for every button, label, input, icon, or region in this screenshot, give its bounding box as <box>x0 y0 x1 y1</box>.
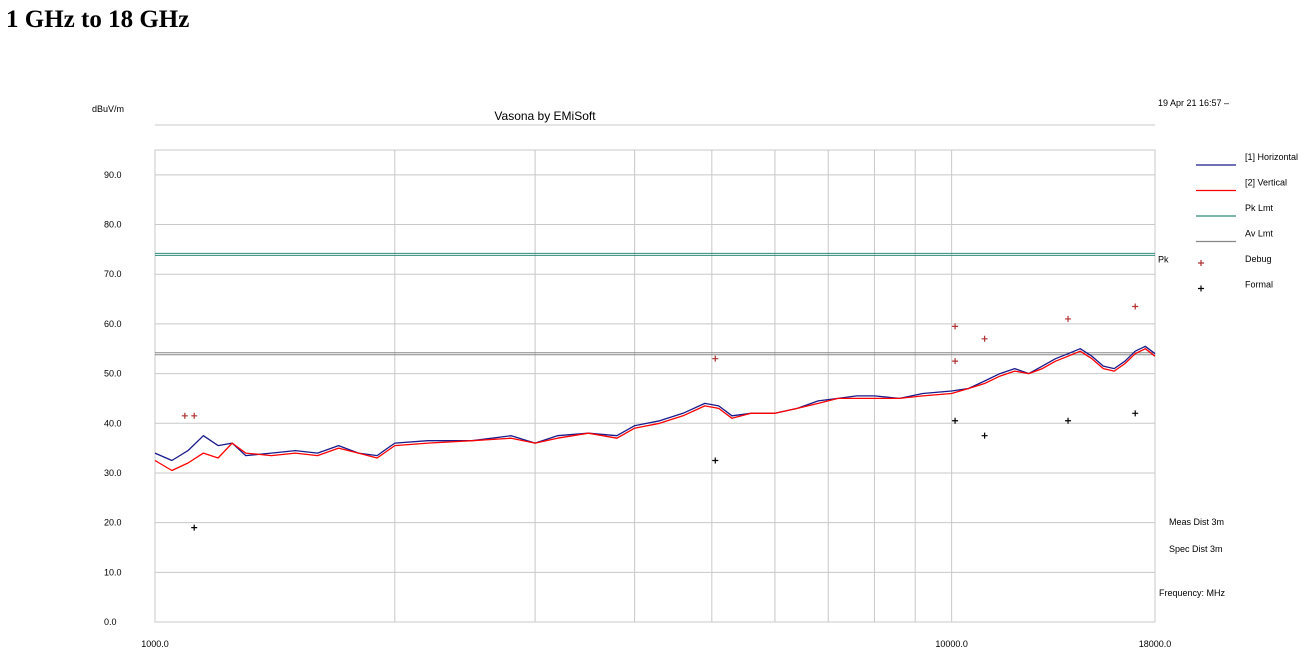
chart-timestamp: 19 Apr 21 16:57 – <box>1158 98 1229 108</box>
axis-labels: 0.0 10.0 20.0 30.0 40.0 50.0 60.0 70.0 80.0 90.0 1… <box>104 170 1171 649</box>
y-tick-label: 40.0 <box>104 418 122 428</box>
y-tick-label: 80.0 <box>104 220 122 230</box>
formal-marker <box>952 417 959 424</box>
markers <box>181 303 1139 531</box>
horizontal-series-line <box>154 345 1156 462</box>
legend-label: [1] Horizontal <box>1245 152 1298 162</box>
y-axis-label: dBuV/m <box>92 104 124 114</box>
y-tick-label: 70.0 <box>104 269 122 279</box>
grid <box>154 124 1156 623</box>
chart-title: Vasona by EMiSoft <box>494 109 596 123</box>
plot-frame <box>154 149 1156 623</box>
vertical-series-line <box>154 348 1156 472</box>
y-tick-label: 90.0 <box>104 170 122 180</box>
y-tick-label: 0.0 <box>104 617 117 627</box>
legend: [1] Horizontal [2] Vertical Pk Lmt Av Lmt De… <box>1196 152 1298 292</box>
y-tick-label: 60.0 <box>104 319 122 329</box>
debug-marker <box>191 412 198 419</box>
legend-marker <box>1198 260 1204 266</box>
y-tick-label: 20.0 <box>104 518 122 528</box>
formal-marker <box>981 432 988 439</box>
debug-marker <box>952 323 959 330</box>
legend-label: Av Lmt <box>1245 229 1273 239</box>
y-tick-label: 30.0 <box>104 468 122 478</box>
legend-label: [2] Vertical <box>1245 178 1287 188</box>
formal-marker <box>712 457 719 464</box>
x-tick-label: 10000.0 <box>935 639 968 649</box>
legend-marker <box>1198 285 1204 292</box>
legend-label: Debug <box>1245 254 1272 264</box>
debug-marker <box>1065 315 1072 322</box>
legend-label: Formal <box>1245 280 1273 290</box>
debug-marker <box>1132 303 1139 310</box>
formal-marker <box>1065 417 1072 424</box>
x-axis-label: Frequency: MHz <box>1159 588 1226 598</box>
formal-marker <box>1132 410 1139 417</box>
formal-marker <box>191 524 198 531</box>
pk-limit-label: Pk <box>1158 254 1169 264</box>
debug-marker <box>981 335 988 342</box>
meas-dist-annotation: Meas Dist 3m <box>1169 517 1224 527</box>
legend-label: Pk Lmt <box>1245 203 1274 213</box>
debug-marker <box>712 355 719 362</box>
y-tick-label: 10.0 <box>104 567 122 577</box>
series-lines <box>154 345 1156 472</box>
page-heading: 1 GHz to 18 GHz <box>6 6 190 33</box>
debug-marker <box>952 358 959 365</box>
y-tick-label: 50.0 <box>104 369 122 379</box>
x-tick-label: 18000.0 <box>1139 639 1172 649</box>
x-tick-label: 1000.0 <box>141 639 169 649</box>
debug-marker <box>181 412 188 419</box>
limit-lines: Pk <box>155 252 1169 356</box>
spec-dist-annotation: Spec Dist 3m <box>1169 544 1223 554</box>
